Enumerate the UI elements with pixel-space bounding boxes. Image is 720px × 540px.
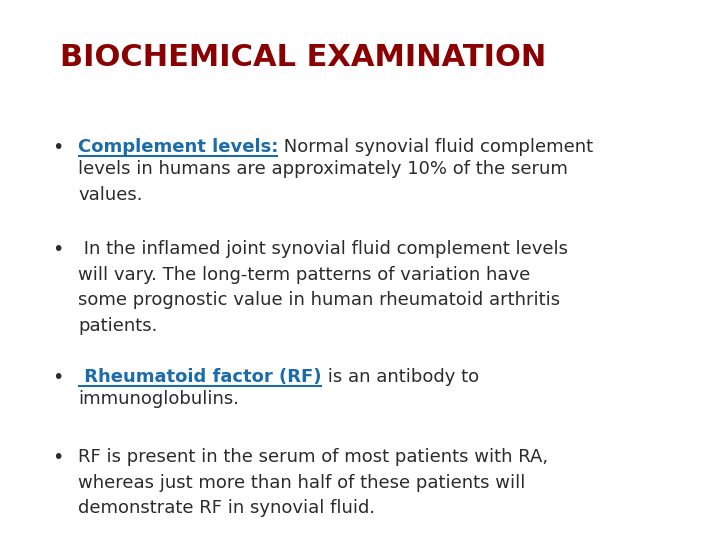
Text: Complement levels:: Complement levels: xyxy=(78,138,279,156)
Text: •: • xyxy=(52,240,63,259)
Text: In the inflamed joint synovial fluid complement levels
will vary. The long-term : In the inflamed joint synovial fluid com… xyxy=(78,240,568,335)
Text: levels in humans are approximately 10% of the serum
values.: levels in humans are approximately 10% o… xyxy=(78,160,568,204)
Text: Normal synovial fluid complement: Normal synovial fluid complement xyxy=(279,138,593,156)
Text: immunoglobulins.: immunoglobulins. xyxy=(78,390,239,408)
Text: is an antibody to: is an antibody to xyxy=(322,368,479,386)
Text: RF is present in the serum of most patients with RA,
whereas just more than half: RF is present in the serum of most patie… xyxy=(78,448,548,517)
Text: BIOCHEMICAL EXAMINATION: BIOCHEMICAL EXAMINATION xyxy=(60,44,546,72)
Text: •: • xyxy=(52,368,63,387)
Text: Rheumatoid factor (RF): Rheumatoid factor (RF) xyxy=(78,368,322,386)
Text: •: • xyxy=(52,448,63,467)
Text: •: • xyxy=(52,138,63,157)
